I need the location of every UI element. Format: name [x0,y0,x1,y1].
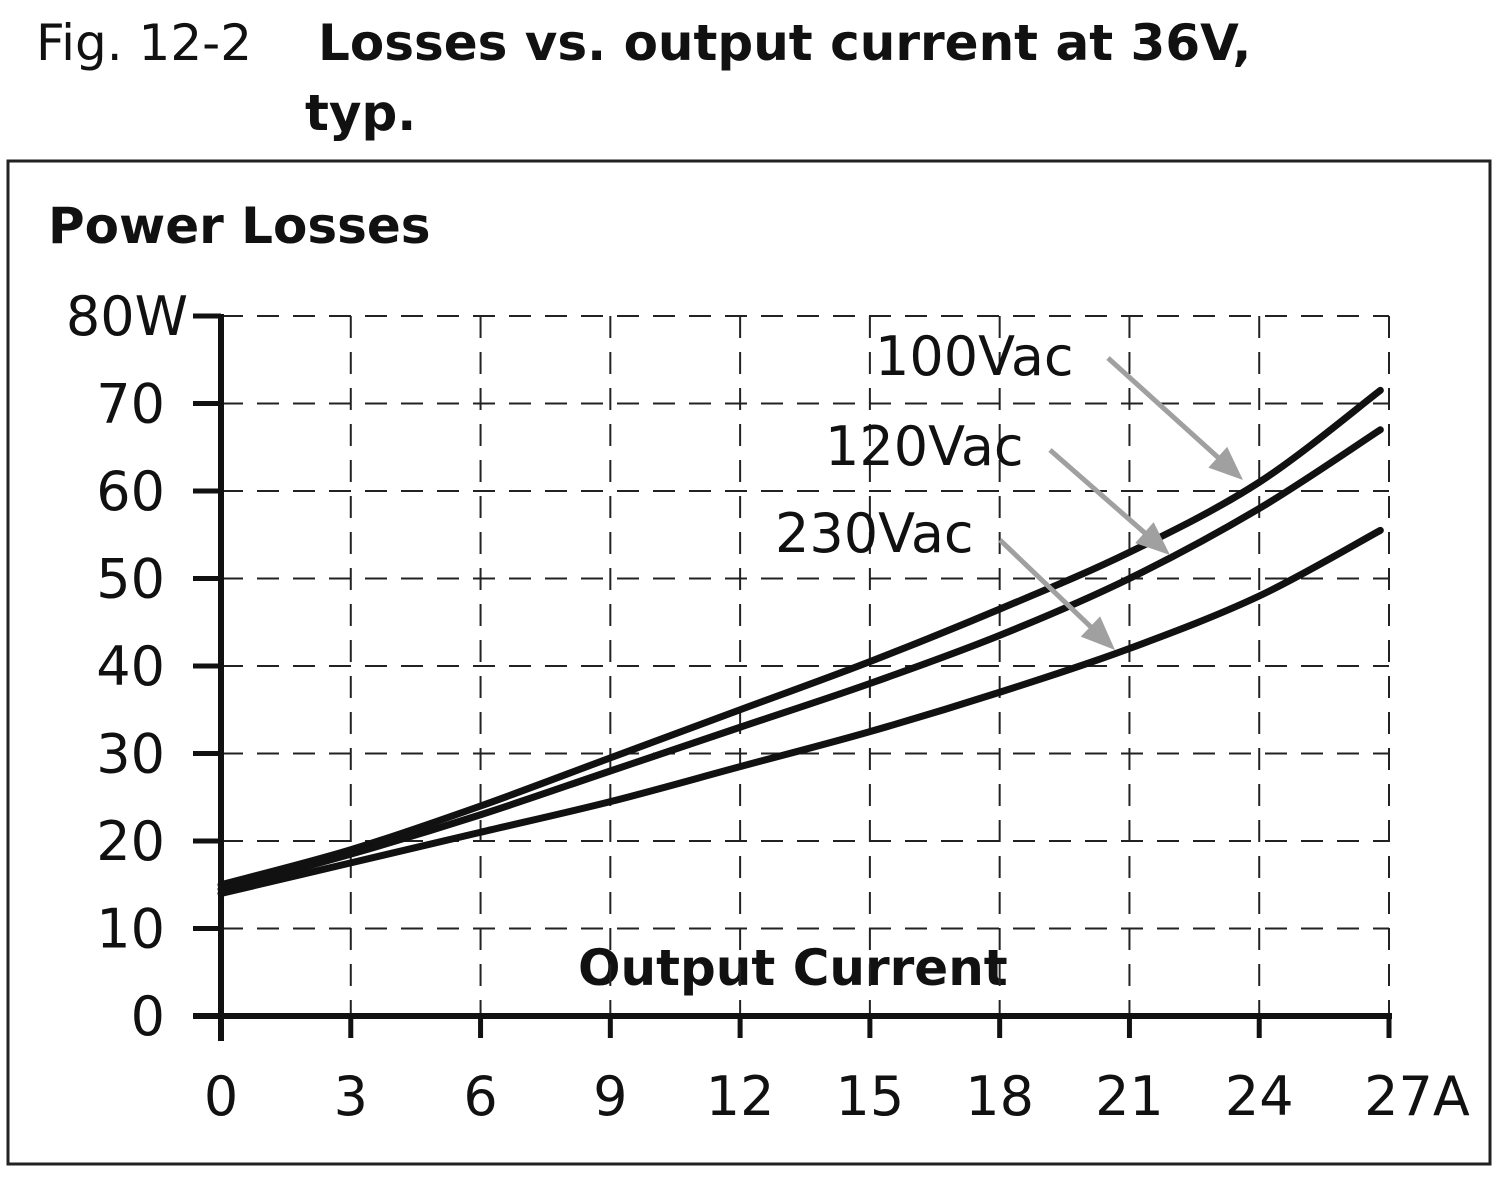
series-label-120Vac: 120Vac [825,415,1024,478]
x-tick-label: 15 [836,1065,905,1128]
chart-frame [6,159,1492,1166]
y-tick-label: 40 [96,635,165,698]
y-tick-label: 60 [96,460,165,523]
x-tick-label: 18 [965,1065,1034,1128]
figure-title-line2: typ. [305,84,416,142]
arrow-head [1135,522,1170,555]
arrow-shaft [998,538,1103,639]
series-line-230Vac [217,526,1384,897]
y-tick-label: 70 [96,373,165,436]
arrow-shaft [1106,356,1229,468]
y-tick-label: 30 [96,723,165,786]
y-tick-label: 20 [96,810,165,873]
x-tick-label: 27A [1364,1065,1470,1128]
y-tick-label: 50 [96,548,165,611]
x-tick-label: 21 [1095,1065,1164,1128]
figure-title-line1: Losses vs. output current at 36V, [318,14,1251,72]
x-tick-label: 24 [1225,1065,1294,1128]
x-tick-label: 0 [204,1065,238,1128]
series-line-100Vac [217,386,1384,889]
y-tick-label: 10 [96,898,165,961]
series-line-120Vac [217,426,1384,893]
x-tick-label: 6 [463,1065,497,1128]
x-tick-label: 12 [706,1065,775,1128]
series-label-100Vac: 100Vac [875,325,1074,388]
y-axis-label: Power Losses [48,197,431,255]
x-tick-label: 9 [593,1065,627,1128]
x-tick-label: 3 [334,1065,368,1128]
arrow-head [1208,446,1243,480]
arrow-shaft [1048,448,1158,545]
figure-number: Fig. 12-2 [36,14,252,72]
y-tick-label: 80W [66,285,188,348]
y-tick-label: 0 [131,985,165,1048]
arrow-head [1080,616,1115,650]
x-axis-label: Output Current [578,939,1008,997]
series-label-230Vac: 230Vac [775,502,974,565]
